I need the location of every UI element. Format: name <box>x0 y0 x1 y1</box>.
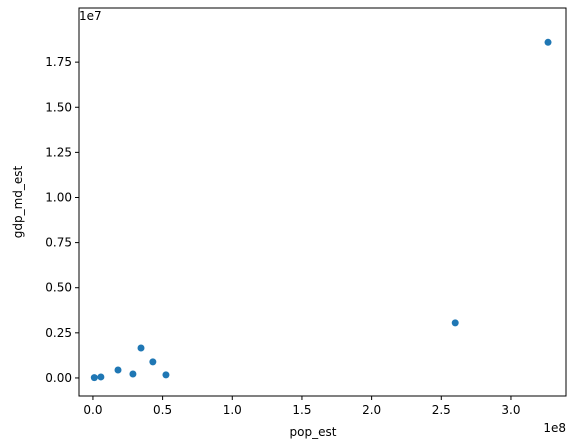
point <box>114 366 122 374</box>
y-tick-label: 1.25 <box>45 145 72 159</box>
point <box>149 358 157 366</box>
point <box>137 344 145 352</box>
x-tick-label: 2.0 <box>362 403 381 417</box>
x-tick-label: 3.0 <box>501 403 520 417</box>
y-tick-label: 0.25 <box>45 326 72 340</box>
axes-frame <box>78 7 567 397</box>
x-tick-label: 1.0 <box>223 403 242 417</box>
y-axis-label: gdp_md_est <box>11 165 25 238</box>
point <box>90 374 98 382</box>
x-tick-label: 2.5 <box>432 403 451 417</box>
point <box>544 38 552 46</box>
point <box>162 371 170 379</box>
x-offset-label: 1e8 <box>543 421 566 435</box>
y-offset-label: 1e7 <box>79 9 102 23</box>
y-tick-label: 1.00 <box>45 190 72 204</box>
y-tick-label: 1.75 <box>45 55 72 69</box>
x-tick-label: 1.5 <box>292 403 311 417</box>
x-axis-label: pop_est <box>290 425 337 439</box>
point <box>129 370 137 378</box>
y-tick-label: 0.75 <box>45 236 72 250</box>
x-tick-label: 0.0 <box>83 403 102 417</box>
point <box>451 319 459 327</box>
point <box>97 373 105 381</box>
y-tick-label: 1.50 <box>45 100 72 114</box>
y-tick-label: 0.00 <box>45 371 72 385</box>
y-tick-label: 0.50 <box>45 281 72 295</box>
x-tick-label: 0.5 <box>153 403 172 417</box>
